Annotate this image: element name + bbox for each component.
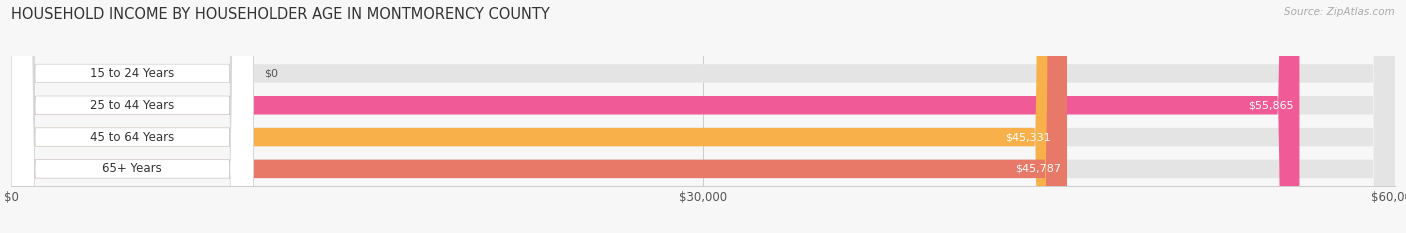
FancyBboxPatch shape (11, 0, 1395, 233)
FancyBboxPatch shape (11, 0, 253, 233)
FancyBboxPatch shape (11, 0, 253, 233)
FancyBboxPatch shape (11, 0, 1067, 233)
FancyBboxPatch shape (11, 0, 253, 233)
Text: $45,331: $45,331 (1005, 132, 1050, 142)
Text: 65+ Years: 65+ Years (103, 162, 162, 175)
Text: 45 to 64 Years: 45 to 64 Years (90, 130, 174, 144)
Text: 25 to 44 Years: 25 to 44 Years (90, 99, 174, 112)
FancyBboxPatch shape (11, 0, 1395, 233)
Text: Source: ZipAtlas.com: Source: ZipAtlas.com (1284, 7, 1395, 17)
Text: $45,787: $45,787 (1015, 164, 1062, 174)
FancyBboxPatch shape (11, 0, 1056, 233)
Text: HOUSEHOLD INCOME BY HOUSEHOLDER AGE IN MONTMORENCY COUNTY: HOUSEHOLD INCOME BY HOUSEHOLDER AGE IN M… (11, 7, 550, 22)
Text: $55,865: $55,865 (1249, 100, 1294, 110)
FancyBboxPatch shape (11, 0, 253, 233)
FancyBboxPatch shape (11, 0, 1395, 233)
FancyBboxPatch shape (11, 0, 1395, 233)
Text: $0: $0 (264, 69, 278, 79)
FancyBboxPatch shape (11, 0, 1299, 233)
Text: 15 to 24 Years: 15 to 24 Years (90, 67, 174, 80)
